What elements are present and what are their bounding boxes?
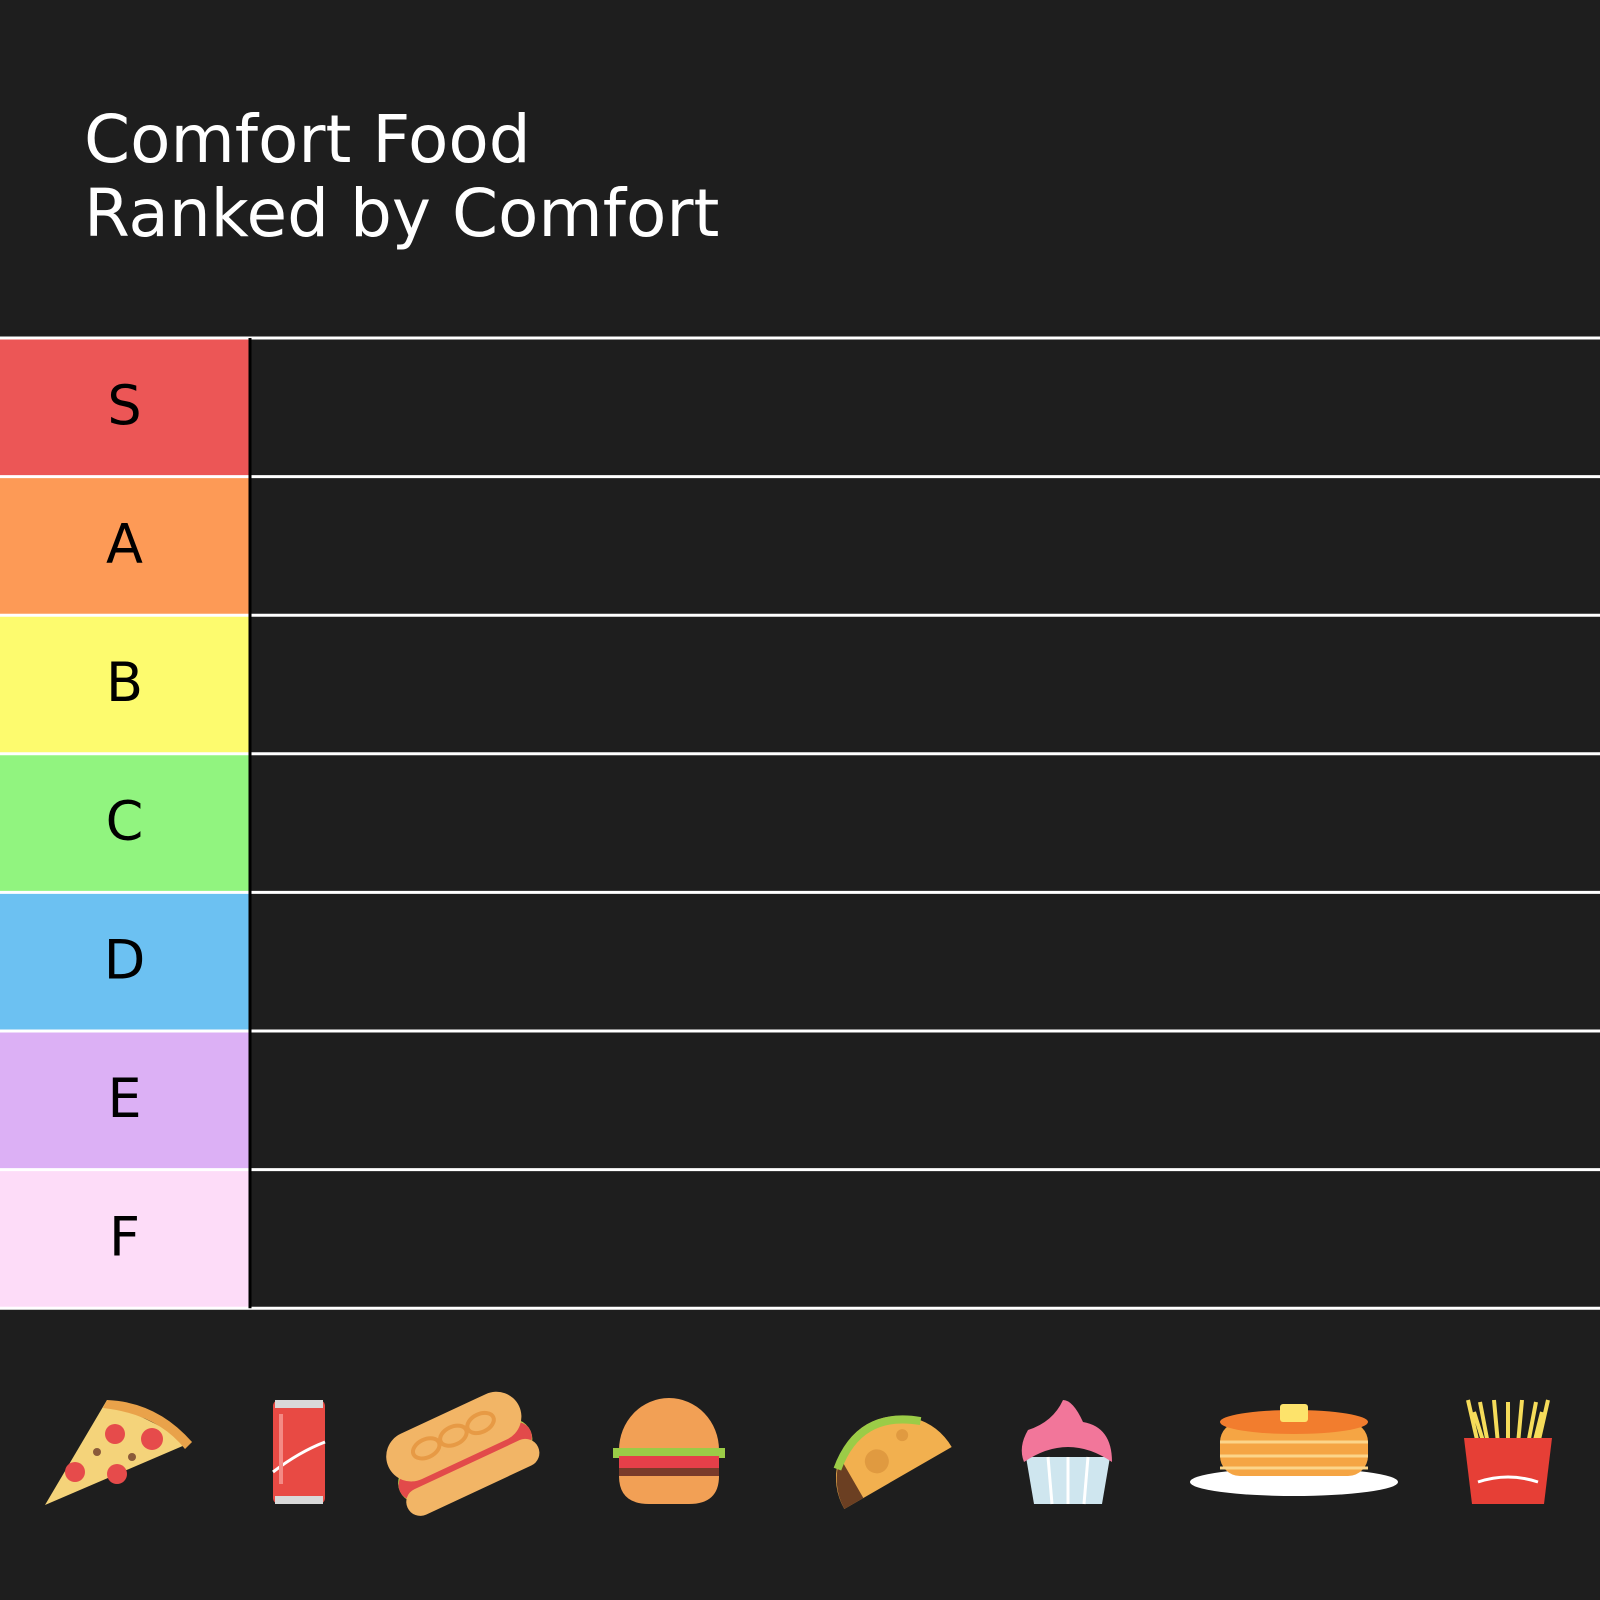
- tier-label-cell: [0, 476, 249, 616]
- tier-drop-zone: [251, 476, 1600, 616]
- tier-drop-zone: [251, 1169, 1600, 1309]
- tier-label: E: [107, 1067, 141, 1130]
- tier-label: A: [106, 513, 143, 576]
- tier-label-cell: [0, 338, 249, 477]
- tier-label-cell: [0, 753, 249, 893]
- tier-label: D: [104, 928, 146, 991]
- tier-drop-zone: [251, 1031, 1600, 1170]
- tier-label-cell: [0, 1169, 249, 1309]
- tier-label: C: [106, 790, 144, 853]
- tier-label: F: [109, 1206, 140, 1269]
- tier-label-cell: [0, 892, 249, 1031]
- tier-drop-zone: [251, 338, 1600, 477]
- burger-icon[interactable]: [613, 1398, 725, 1504]
- food-icons: [45, 1384, 1552, 1521]
- cupcake-icon[interactable]: [1021, 1400, 1112, 1505]
- pancakes-icon[interactable]: [1190, 1404, 1398, 1496]
- title-line: Ranked by Comfort: [84, 175, 719, 252]
- pizza-icon[interactable]: [45, 1400, 192, 1505]
- tier-drop-zone: [251, 753, 1600, 893]
- title-line: Comfort Food: [84, 101, 531, 178]
- tier-drop-zone: [251, 615, 1600, 754]
- soda-icon[interactable]: [272, 1400, 326, 1504]
- tier-drop-zone: [251, 892, 1600, 1031]
- tier-label-cell: [0, 615, 249, 754]
- fries-icon[interactable]: [1464, 1399, 1552, 1504]
- tier-label: S: [107, 374, 141, 437]
- tier-label: B: [106, 651, 143, 714]
- taco-icon[interactable]: [813, 1393, 952, 1509]
- tier-label-cell: [0, 1031, 249, 1170]
- tier-rows: S A B C D E F: [0, 336, 1600, 1310]
- sandwich-icon[interactable]: [378, 1384, 544, 1521]
